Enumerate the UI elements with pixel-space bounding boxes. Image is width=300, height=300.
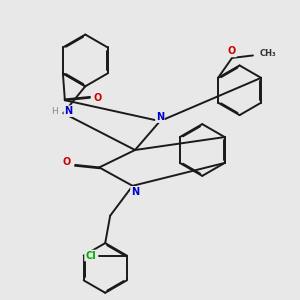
Text: O: O <box>228 46 236 56</box>
Text: N: N <box>156 112 164 122</box>
Text: H: H <box>51 107 58 116</box>
Text: Cl: Cl <box>85 250 96 260</box>
Text: O: O <box>62 158 70 167</box>
Text: N: N <box>64 106 72 116</box>
Text: N: N <box>131 187 139 197</box>
Text: O: O <box>94 93 102 103</box>
Text: CH₃: CH₃ <box>260 50 276 58</box>
